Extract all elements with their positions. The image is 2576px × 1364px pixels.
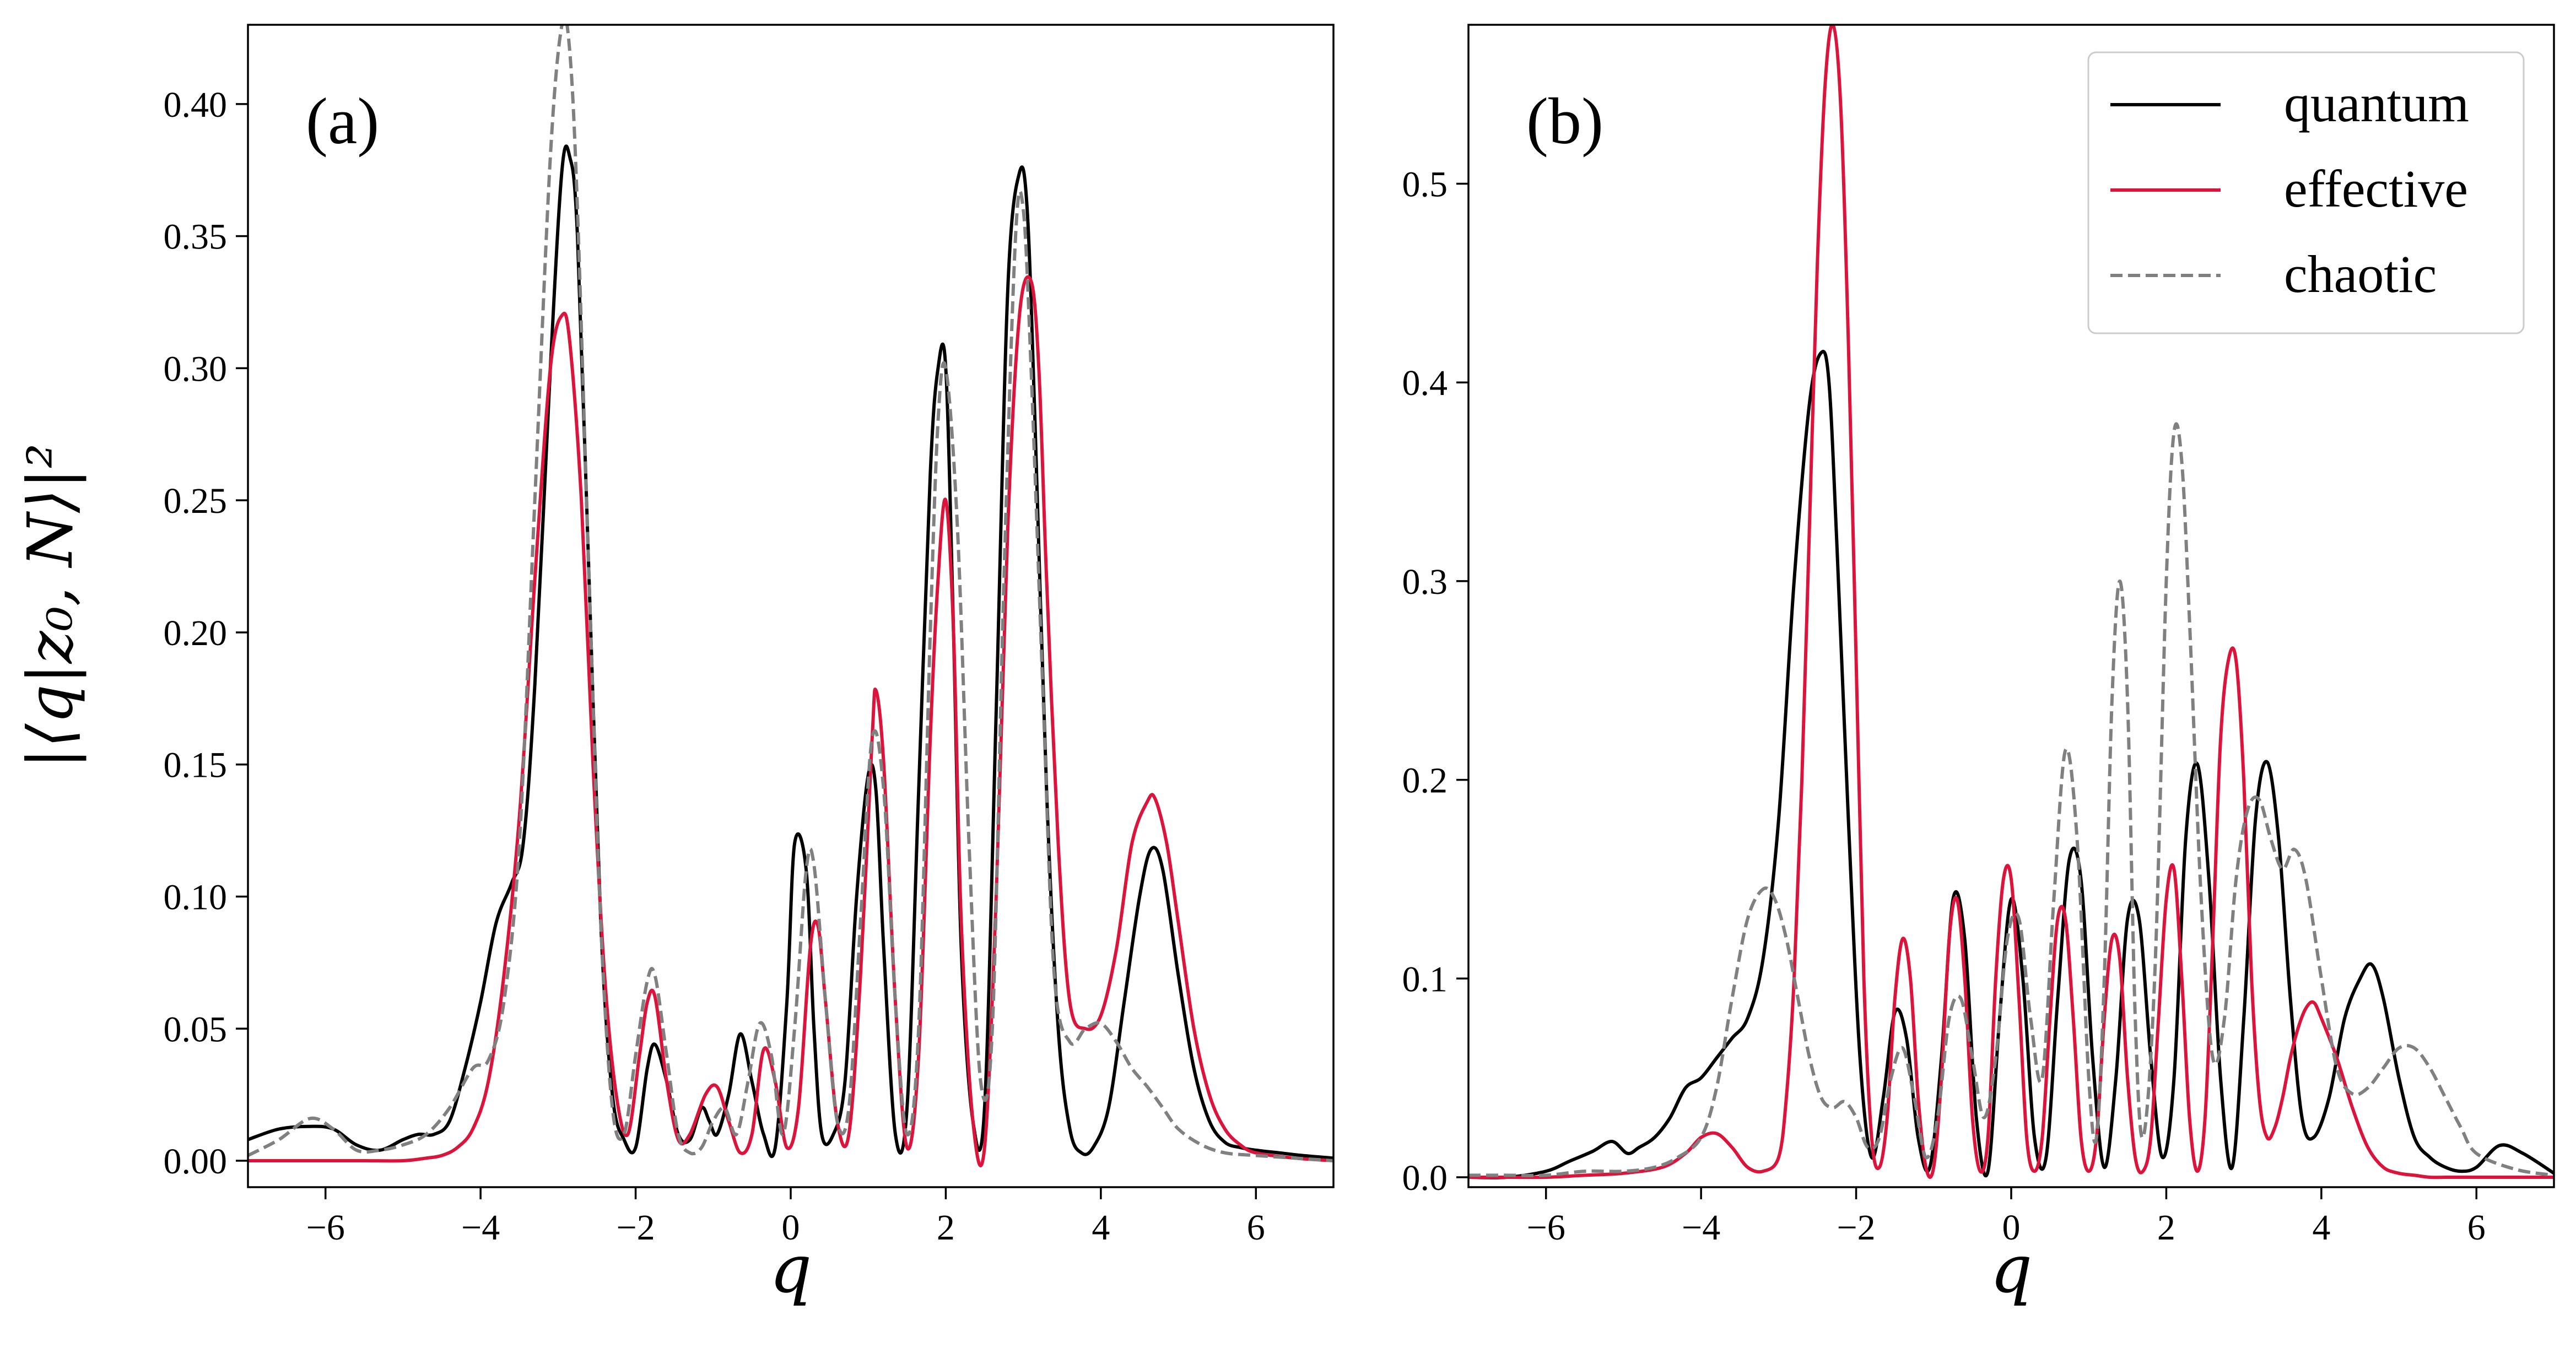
y-tick-label: 0.05 bbox=[164, 1009, 228, 1049]
y-tick-label: 0.0 bbox=[1402, 1158, 1448, 1198]
y-tick-label: 0.4 bbox=[1402, 363, 1448, 403]
y-tick-label: 0.15 bbox=[164, 745, 228, 786]
x-axis-label: q bbox=[1990, 1231, 2033, 1308]
x-tick-label: −4 bbox=[461, 1208, 500, 1248]
x-tick-label: −2 bbox=[616, 1208, 655, 1248]
legend-label-effective: effective bbox=[2284, 159, 2468, 218]
y-tick-label: 0.3 bbox=[1402, 562, 1448, 602]
y-tick-label: 0.00 bbox=[164, 1141, 228, 1182]
x-tick-label: 0 bbox=[2002, 1208, 2021, 1248]
panel-label: (a) bbox=[306, 84, 379, 158]
x-tick-label: 2 bbox=[937, 1208, 955, 1248]
legend-label-chaotic: chaotic bbox=[2284, 245, 2437, 304]
x-tick-label: 2 bbox=[2157, 1208, 2175, 1248]
y-axis-label: |⟨q|z₀, N⟩|² bbox=[15, 443, 87, 768]
x-tick-label: 4 bbox=[2312, 1208, 2330, 1248]
y-tick-label: 0.10 bbox=[164, 878, 228, 918]
y-tick-label: 0.30 bbox=[164, 349, 228, 389]
x-tick-label: 6 bbox=[1247, 1208, 1265, 1248]
x-tick-label: 6 bbox=[2467, 1208, 2486, 1248]
series-line-quantum bbox=[248, 144, 1333, 1160]
series-group bbox=[248, 25, 1333, 1167]
x-tick-label: 0 bbox=[782, 1208, 800, 1248]
x-tick-label: 4 bbox=[1092, 1208, 1110, 1248]
y-tick-label: 0.35 bbox=[164, 217, 228, 257]
panel-label: (b) bbox=[1526, 84, 1603, 158]
panel-b: −6 −4 −2 0 2 4 6 0.0 0.1 0.2 0.3 0.4 0.5 q (b) quantum e… bbox=[1402, 24, 2555, 1308]
y-tick-label: 0.5 bbox=[1402, 165, 1448, 205]
legend: quantum effective chaotic bbox=[2087, 51, 2525, 334]
series-line-quantum bbox=[1468, 349, 2554, 1179]
legend-label-quantum: quantum bbox=[2284, 74, 2469, 133]
x-tick-label: −6 bbox=[1527, 1208, 1565, 1248]
x-tick-label: −2 bbox=[1837, 1208, 1875, 1248]
y-tick-label: 0.25 bbox=[164, 481, 228, 521]
series-line-chaotic bbox=[248, 25, 1333, 1162]
legend-box bbox=[2087, 51, 2525, 334]
y-tick-label: 0.20 bbox=[164, 613, 228, 653]
series-line-chaotic bbox=[1468, 422, 2554, 1177]
y-tick-label: 0.40 bbox=[164, 85, 228, 125]
series-line-effective bbox=[1468, 25, 2554, 1179]
y-tick-label: 0.1 bbox=[1402, 959, 1448, 999]
panel-a: −6 −4 −2 0 2 4 6 0.00 0.05 0.10 0.15 0.20 0.25 0.30 0.… bbox=[15, 24, 1335, 1308]
series-line-effective bbox=[248, 275, 1333, 1167]
x-tick-label: −4 bbox=[1682, 1208, 1720, 1248]
x-axis-label: q bbox=[770, 1231, 812, 1308]
y-tick-label: 0.2 bbox=[1402, 761, 1448, 801]
series-group bbox=[1468, 25, 2554, 1179]
x-tick-label: −6 bbox=[306, 1208, 345, 1248]
